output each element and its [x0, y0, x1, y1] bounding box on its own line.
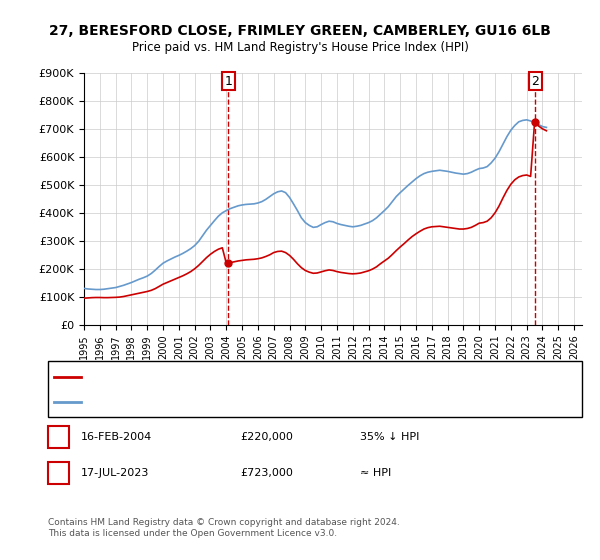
Text: HPI: Average price, detached house, Surrey Heath: HPI: Average price, detached house, Surr… [85, 396, 331, 407]
Text: 1: 1 [224, 74, 232, 88]
Text: 2: 2 [531, 74, 539, 88]
Text: £220,000: £220,000 [240, 432, 293, 442]
Text: 2: 2 [55, 466, 62, 480]
Text: ≈ HPI: ≈ HPI [360, 468, 391, 478]
Text: 17-JUL-2023: 17-JUL-2023 [81, 468, 149, 478]
Text: 27, BERESFORD CLOSE, FRIMLEY GREEN, CAMBERLEY, GU16 6LB (detached house): 27, BERESFORD CLOSE, FRIMLEY GREEN, CAMB… [85, 372, 493, 382]
Text: 16-FEB-2004: 16-FEB-2004 [81, 432, 152, 442]
Text: Price paid vs. HM Land Registry's House Price Index (HPI): Price paid vs. HM Land Registry's House … [131, 41, 469, 54]
Text: 27, BERESFORD CLOSE, FRIMLEY GREEN, CAMBERLEY, GU16 6LB: 27, BERESFORD CLOSE, FRIMLEY GREEN, CAMB… [49, 24, 551, 38]
Text: Contains HM Land Registry data © Crown copyright and database right 2024.
This d: Contains HM Land Registry data © Crown c… [48, 518, 400, 538]
Text: 35% ↓ HPI: 35% ↓ HPI [360, 432, 419, 442]
Text: £723,000: £723,000 [240, 468, 293, 478]
Text: 1: 1 [55, 430, 62, 444]
